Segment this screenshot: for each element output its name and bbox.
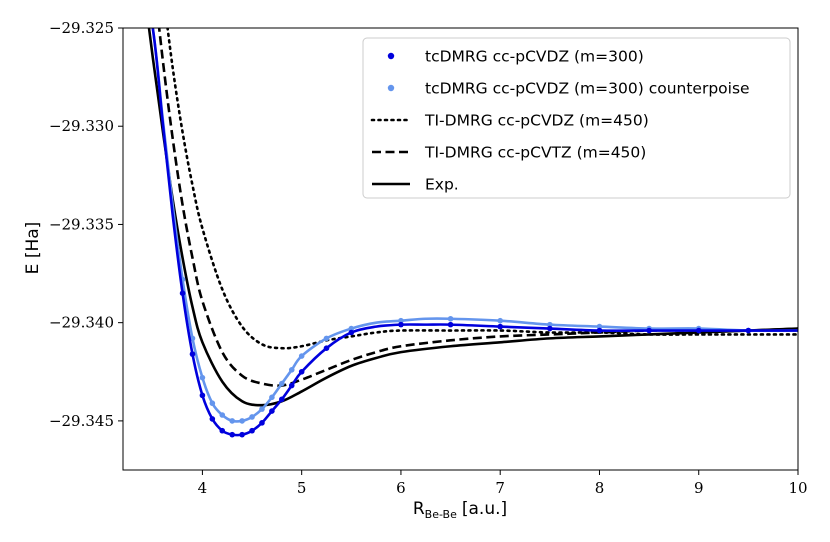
series-2-point-17: [447, 315, 454, 322]
legend-entry-1: tcDMRG cc-pCVDZ (m=300): [387, 48, 644, 66]
series-1-point-19: [547, 325, 553, 332]
series-2-point-12: [288, 367, 295, 373]
series-1-point-2: [189, 351, 196, 357]
series-1-point-13: [298, 368, 305, 375]
series-2-point-9: [259, 406, 265, 412]
series-1: [151, 28, 798, 438]
series-1-point-6: [229, 431, 235, 438]
series-1-point-16: [398, 321, 404, 328]
y-tick-label-2: −29.340: [49, 314, 114, 332]
x-axis-label-subscript: Be-Be: [425, 508, 457, 521]
series-1-point-7: [239, 431, 245, 438]
legend-entry-2: tcDMRG cc-pCVDZ (m=300) counterpoise: [387, 80, 750, 98]
series-2-point-19: [547, 321, 553, 328]
y-tick-label-5: −29.325: [49, 19, 114, 37]
series-1-point-5: [219, 427, 226, 434]
legend-swatch-1: [387, 52, 395, 60]
legend-label-2: tcDMRG cc-pCVDZ (m=300) counterpoise: [425, 80, 750, 98]
series-1-point-22: [695, 327, 702, 334]
series-1-point-23: [745, 327, 752, 334]
series-1-point-4: [209, 416, 216, 422]
series-2-point-13: [298, 353, 305, 359]
series-1-point-12: [288, 382, 295, 389]
series-4: [157, 28, 798, 388]
y-axis-label: E [Ha]: [23, 222, 43, 275]
series-4-line: [157, 28, 798, 388]
x-tick-label-7: 10: [788, 479, 807, 497]
x-tick-label-5: 8: [595, 479, 605, 497]
series-2-point-20: [596, 323, 603, 330]
series-1-point-8: [249, 427, 255, 434]
series-1-point-3: [199, 392, 206, 399]
x-axis-label: RBe-Be [a.u.]: [413, 499, 507, 521]
y-tick-label-1: −29.345: [49, 412, 114, 430]
series-1-point-21: [646, 327, 652, 334]
x-axis-label-unit: [a.u.]: [462, 499, 507, 519]
series-2-point-10: [269, 394, 275, 401]
legend-entry-5: Exp.: [372, 176, 459, 194]
x-tick-label-1: 4: [198, 479, 208, 497]
legend: tcDMRG cc-pCVDZ (m=300) tcDMRG cc-pCVDZ (…: [362, 37, 791, 199]
legend-box: [362, 37, 791, 199]
series-2-point-7: [239, 418, 245, 424]
x-tick-label-6: 9: [694, 479, 704, 497]
x-axis: 4 5 6 7 8 9 10: [198, 470, 808, 497]
series-1-point-15: [348, 329, 355, 336]
series-3: [166, 28, 798, 350]
series-1-point-18: [497, 323, 504, 330]
series-2-point-14: [323, 335, 330, 342]
series-2-point-8: [249, 414, 255, 420]
series-2-point-11: [279, 380, 285, 387]
series-2-point-18: [497, 317, 504, 324]
y-tick-label-3: −29.335: [49, 215, 114, 233]
series-layer: [147, 28, 798, 438]
y-tick-label-4: −29.330: [49, 117, 114, 135]
series-2-point-5: [219, 412, 226, 418]
series-1-point-14: [323, 345, 330, 352]
series-1-point-9: [259, 420, 265, 426]
legend-label-5: Exp.: [425, 176, 459, 194]
legend-label-3: TI-DMRG cc-pCVDZ (m=450): [424, 112, 649, 130]
series-2-point-4: [209, 400, 216, 407]
series-5: [147, 28, 798, 407]
series-2: [151, 28, 798, 424]
series-3-line: [166, 28, 798, 350]
series-1-point-10: [269, 408, 275, 414]
series-1-point-1: [179, 290, 186, 297]
legend-swatch-2: [387, 84, 395, 92]
series-2-point-6: [229, 418, 235, 424]
plot-frame: [122, 27, 799, 471]
series-1-point-11: [279, 396, 285, 403]
series-1-point-20: [596, 327, 603, 334]
x-tick-label-2: 5: [297, 479, 307, 497]
series-2-point-16: [398, 317, 404, 324]
series-2-point-3: [199, 374, 206, 381]
legend-entry-4: TI-DMRG cc-pCVTZ (m=450): [372, 144, 646, 162]
legend-entry-3: TI-DMRG cc-pCVDZ (m=450): [370, 112, 649, 130]
legend-label-1: tcDMRG cc-pCVDZ (m=300): [425, 48, 644, 66]
series-1-point-17: [447, 321, 454, 328]
x-tick-label-4: 7: [495, 479, 505, 497]
x-tick-label-3: 6: [396, 479, 406, 497]
series-2-point-15: [348, 325, 355, 332]
legend-label-4: TI-DMRG cc-pCVTZ (m=450): [424, 144, 646, 162]
y-axis: −29.345 −29.340 −29.335 −29.330 −29.325: [49, 19, 123, 430]
series-5-line: [147, 28, 798, 407]
